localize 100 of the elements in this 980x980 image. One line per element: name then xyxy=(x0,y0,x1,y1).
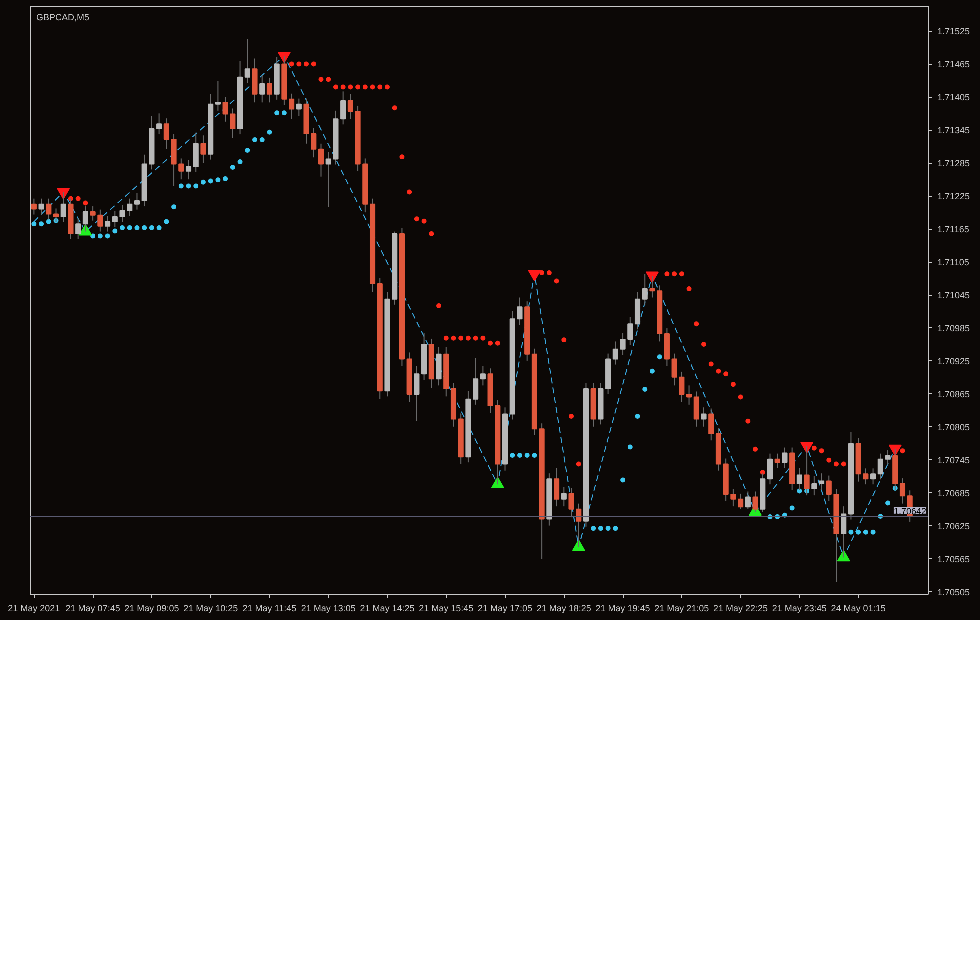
point xyxy=(260,138,265,143)
candlestick xyxy=(870,468,876,486)
point xyxy=(414,216,420,222)
candlestick xyxy=(266,77,273,104)
point xyxy=(598,526,604,532)
candlestick xyxy=(612,341,618,366)
candlestick xyxy=(708,408,714,442)
candlestick xyxy=(186,160,192,180)
point xyxy=(708,362,714,367)
point xyxy=(134,225,140,230)
point xyxy=(370,84,376,90)
point xyxy=(194,184,199,189)
candlestick xyxy=(31,198,37,216)
candlestick xyxy=(127,198,133,217)
point xyxy=(90,234,96,239)
y-tick-label: 1.71465 xyxy=(938,60,970,70)
point xyxy=(746,418,751,424)
candlestick xyxy=(767,453,774,486)
candlestick xyxy=(480,366,486,386)
text: GBPCAD,M5 xyxy=(36,12,90,22)
point xyxy=(790,506,795,511)
x-tick-label: 21 May 17:05 xyxy=(478,604,533,614)
point xyxy=(32,222,37,227)
y-tick-label: 1.70625 xyxy=(938,521,970,532)
candlestick xyxy=(200,135,206,164)
point xyxy=(164,219,170,224)
candlestick xyxy=(812,476,818,496)
candlestick xyxy=(826,475,832,502)
candlestick xyxy=(289,93,295,120)
x-tick-label: 21 May 21:05 xyxy=(654,604,710,614)
point xyxy=(524,452,530,458)
point xyxy=(200,180,206,185)
candlestick xyxy=(112,210,118,228)
point xyxy=(149,225,154,230)
point xyxy=(127,225,132,230)
y-tick-label: 1.70745 xyxy=(938,455,970,466)
point xyxy=(208,178,214,184)
point xyxy=(694,322,700,327)
point xyxy=(76,196,81,202)
point xyxy=(340,84,346,90)
point xyxy=(98,234,103,239)
point xyxy=(657,354,662,360)
point xyxy=(400,154,405,160)
point xyxy=(819,448,824,454)
point xyxy=(900,448,906,454)
y-tick-label: 1.70505 xyxy=(938,587,970,598)
y-tick-label: 1.71405 xyxy=(938,92,970,103)
point xyxy=(724,372,729,377)
x-tick-label: 24 May 01:15 xyxy=(831,604,886,614)
candlestick xyxy=(60,192,66,223)
point xyxy=(576,462,582,467)
point xyxy=(517,452,522,458)
candlestick xyxy=(38,198,44,216)
point xyxy=(186,184,192,189)
candlestick xyxy=(620,332,626,356)
candlestick xyxy=(311,128,317,158)
point xyxy=(702,342,706,347)
point xyxy=(326,77,332,82)
point xyxy=(384,84,390,90)
point xyxy=(620,478,626,483)
y-tick-label: 1.70565 xyxy=(938,554,970,564)
y-tick-label: 1.71105 xyxy=(938,258,970,268)
candlestick xyxy=(340,91,346,126)
candlestick xyxy=(244,38,250,84)
candlestick xyxy=(686,385,692,406)
point xyxy=(407,190,412,195)
point xyxy=(156,225,162,230)
candlestick xyxy=(818,473,825,491)
x-tick-label: 21 May 2021 xyxy=(8,604,60,614)
point xyxy=(429,232,434,237)
candlestick xyxy=(134,192,140,210)
point xyxy=(856,530,862,535)
candlestick xyxy=(260,74,266,104)
y-tick-label: 1.71285 xyxy=(938,158,970,169)
candlestick xyxy=(672,353,678,386)
point xyxy=(289,62,294,67)
point xyxy=(216,178,221,183)
candlestick xyxy=(156,113,162,136)
point xyxy=(466,336,471,341)
point xyxy=(753,446,758,452)
point xyxy=(252,138,258,143)
candlestick xyxy=(679,371,685,403)
point xyxy=(238,160,243,165)
candlestick xyxy=(752,491,758,513)
point xyxy=(841,462,846,467)
candlestick xyxy=(900,478,906,504)
point xyxy=(444,336,449,341)
y-tick-label: 1.71525 xyxy=(938,26,970,37)
point xyxy=(606,526,611,532)
candlestick xyxy=(105,216,111,232)
candlestick xyxy=(730,488,736,508)
y-tick-label: 1.70925 xyxy=(938,356,970,366)
point xyxy=(112,228,118,234)
point xyxy=(356,84,361,90)
point xyxy=(826,458,832,463)
candlestick xyxy=(774,453,780,469)
point xyxy=(730,382,736,388)
candlestick xyxy=(554,468,560,508)
point xyxy=(178,184,184,189)
point xyxy=(480,336,486,341)
